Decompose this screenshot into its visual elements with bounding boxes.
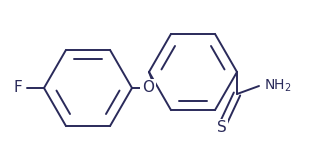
Text: NH$_2$: NH$_2$ bbox=[264, 78, 292, 94]
Text: O: O bbox=[142, 81, 154, 96]
Text: S: S bbox=[217, 120, 227, 135]
Text: F: F bbox=[14, 81, 22, 96]
